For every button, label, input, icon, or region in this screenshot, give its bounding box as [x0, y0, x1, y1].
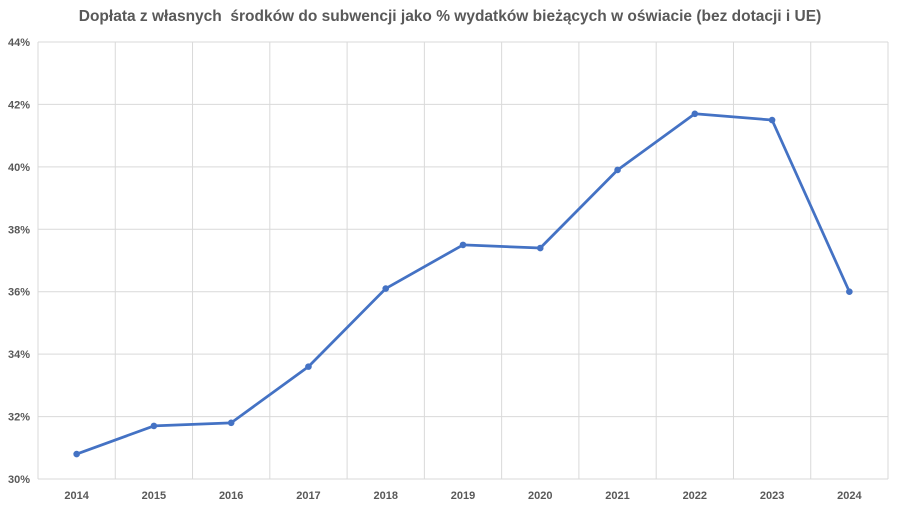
data-point: [691, 110, 699, 118]
x-tick-label: 2017: [296, 490, 320, 502]
y-tick-label: 44%: [8, 37, 30, 49]
data-point: [459, 241, 467, 249]
data-point: [73, 450, 80, 458]
y-tick-label: 30%: [8, 474, 30, 486]
y-axis-tick-labels: 30% 32% 34% 36% 38% 40% 42% 44%: [8, 37, 30, 486]
data-point: [382, 285, 390, 292]
y-tick-label: 42%: [8, 99, 30, 111]
series-group: [73, 110, 853, 458]
x-tick-label: 2024: [837, 490, 862, 502]
data-point: [227, 419, 235, 427]
data-point: [305, 363, 312, 370]
x-tick-label: 2016: [219, 490, 243, 502]
x-axis-tick-labels: 2014 2015 2016 2017 2018 2019 2020 2021 2022 2023…: [64, 490, 862, 502]
x-tick-label: 2018: [373, 490, 397, 502]
gridlines: [37, 41, 889, 480]
y-tick-label: 40%: [8, 162, 30, 174]
y-tick-label: 32%: [8, 412, 30, 424]
x-tick-label: 2023: [760, 490, 784, 502]
data-point: [536, 244, 544, 252]
data-point: [150, 422, 158, 430]
y-tick-label: 36%: [8, 287, 30, 299]
y-tick-label: 34%: [8, 349, 30, 361]
data-point: [614, 166, 621, 174]
data-point: [846, 288, 853, 296]
y-tick-label: 38%: [8, 224, 30, 236]
x-tick-label: 2014: [64, 490, 89, 502]
x-tick-label: 2021: [605, 490, 629, 502]
x-tick-label: 2019: [451, 490, 475, 502]
x-tick-label: 2020: [528, 490, 552, 502]
chart-title: Dopłata z własnych środków do subwencji …: [78, 8, 822, 25]
x-tick-label: 2015: [142, 490, 166, 502]
data-point: [768, 116, 776, 124]
x-tick-label: 2022: [683, 490, 707, 502]
